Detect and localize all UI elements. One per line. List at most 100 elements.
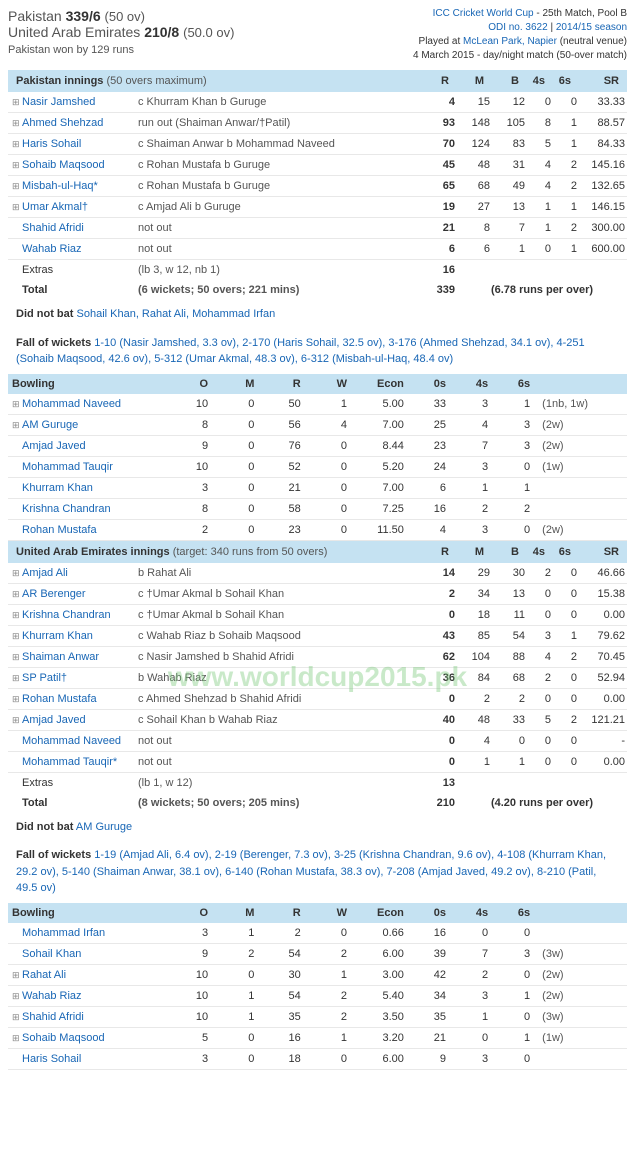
batsman-name[interactable]: Khurram Khan bbox=[22, 630, 93, 642]
expand-icon[interactable]: ⊞ bbox=[12, 97, 22, 108]
fours: 2 bbox=[527, 667, 553, 688]
expand-icon[interactable]: ⊞ bbox=[12, 652, 22, 663]
expand-icon[interactable]: ⊞ bbox=[12, 694, 22, 705]
fow1-text[interactable]: 1-10 (Nasir Jamshed, 3.3 ov), 2-170 (Har… bbox=[16, 337, 585, 366]
bowler-name[interactable]: Rohan Mustafa bbox=[22, 524, 97, 536]
batsman-name[interactable]: Amjad Ali bbox=[22, 567, 68, 579]
expand-icon[interactable]: ⊞ bbox=[12, 399, 22, 410]
maidens: 1 bbox=[210, 985, 256, 1006]
bowler-name[interactable]: AM Guruge bbox=[22, 419, 78, 431]
fours: 0 bbox=[527, 92, 553, 113]
bowler-name[interactable]: Rahat Ali bbox=[22, 969, 66, 981]
runs: 19 bbox=[422, 197, 457, 218]
dnb1-players[interactable]: Sohail Khan, Rahat Ali, Mohammad Irfan bbox=[77, 308, 276, 320]
runs: 56 bbox=[256, 414, 302, 435]
fours: 1 bbox=[448, 1006, 490, 1027]
bowler-name[interactable]: Krishna Chandran bbox=[22, 503, 111, 515]
strike-rate: 132.65 bbox=[579, 176, 627, 197]
fow2-text[interactable]: 1-19 (Amjad Ali, 6.4 ov), 2-19 (Berenger… bbox=[16, 849, 606, 894]
batsman-name[interactable]: AR Berenger bbox=[22, 588, 86, 600]
bowler-row: Khurram Khan302107.00611 bbox=[8, 477, 627, 498]
bowler-name[interactable]: Wahab Riaz bbox=[22, 990, 82, 1002]
sixes: 1 bbox=[553, 239, 579, 260]
batsman-name[interactable]: Wahab Riaz bbox=[22, 243, 82, 255]
expand-icon[interactable]: ⊞ bbox=[12, 1033, 22, 1044]
strike-rate: 121.21 bbox=[579, 709, 627, 730]
batsman-name[interactable]: Shahid Afridi bbox=[22, 222, 84, 234]
expand-icon[interactable]: ⊞ bbox=[12, 420, 22, 431]
mins: 148 bbox=[457, 113, 492, 134]
dots: 33 bbox=[406, 394, 448, 415]
hdr-4s: 4s bbox=[519, 75, 545, 87]
bowler-name[interactable]: Sohaib Maqsood bbox=[22, 1032, 105, 1044]
expand-icon[interactable]: ⊞ bbox=[12, 673, 22, 684]
overs: 9 bbox=[164, 943, 210, 964]
bowler-name[interactable]: Khurram Khan bbox=[22, 482, 93, 494]
bowler-name[interactable]: Shahid Afridi bbox=[22, 1011, 84, 1023]
bowler-name[interactable]: Mohammad Tauqir bbox=[22, 461, 113, 473]
batsman-name[interactable]: Ahmed Shehzad bbox=[22, 117, 103, 129]
bowling1-table: Bowling O M R W Econ 0s 4s 6s ⊞Mohammad … bbox=[8, 374, 627, 541]
expand-icon[interactable]: ⊞ bbox=[12, 568, 22, 579]
fours: 1 bbox=[448, 477, 490, 498]
expand-icon[interactable]: ⊞ bbox=[12, 181, 22, 192]
economy: 11.50 bbox=[349, 519, 406, 540]
runs: 0 bbox=[422, 751, 457, 772]
bowler-name[interactable]: Haris Sohail bbox=[22, 1053, 81, 1065]
expand-icon[interactable]: ⊞ bbox=[12, 715, 22, 726]
expand-icon[interactable]: ⊞ bbox=[12, 970, 22, 981]
sixes: 0 bbox=[490, 519, 532, 540]
overs: 10 bbox=[164, 1006, 210, 1027]
sixes: 3 bbox=[490, 943, 532, 964]
fours: 7 bbox=[448, 435, 490, 456]
tournament-link[interactable]: ICC Cricket World Cup bbox=[433, 8, 534, 19]
expand-icon[interactable]: ⊞ bbox=[12, 1012, 22, 1023]
batsman-row: Mohammad Naveednot out04000- bbox=[8, 730, 627, 751]
balls: 13 bbox=[492, 583, 527, 604]
sixes: 0 bbox=[553, 583, 579, 604]
odi-link[interactable]: ODI no. 3622 bbox=[488, 22, 547, 33]
dnb2-players[interactable]: AM Guruge bbox=[76, 821, 132, 833]
expand-icon[interactable]: ⊞ bbox=[12, 118, 22, 129]
bowler-name[interactable]: Amjad Javed bbox=[22, 440, 86, 452]
batsman-name[interactable]: Misbah-ul-Haq* bbox=[22, 180, 98, 192]
sixes: 0 bbox=[553, 563, 579, 584]
batsman-name[interactable]: Mohammad Naveed bbox=[22, 735, 121, 747]
expand-icon[interactable]: ⊞ bbox=[12, 631, 22, 642]
bowler-name[interactable]: Mohammad Irfan bbox=[22, 927, 105, 939]
batsman-name[interactable]: Umar Akmal† bbox=[22, 201, 88, 213]
bowler-name[interactable]: Sohail Khan bbox=[22, 948, 81, 960]
runs: 35 bbox=[256, 1006, 302, 1027]
batsman-name[interactable]: Shaiman Anwar bbox=[22, 651, 99, 663]
batsman-name[interactable]: Haris Sohail bbox=[22, 138, 81, 150]
batsman-name[interactable]: Mohammad Tauqir* bbox=[22, 756, 117, 768]
runs: 0 bbox=[422, 730, 457, 751]
total-detail: (8 wickets; 50 overs; 205 mins) bbox=[136, 793, 422, 813]
batsman-name[interactable]: Sohaib Maqsood bbox=[22, 159, 105, 171]
expand-icon[interactable]: ⊞ bbox=[12, 589, 22, 600]
dots: 9 bbox=[406, 1048, 448, 1069]
bowler-name[interactable]: Mohammad Naveed bbox=[22, 398, 121, 410]
runs: 45 bbox=[422, 155, 457, 176]
batsman-name[interactable]: Rohan Mustafa bbox=[22, 693, 97, 705]
expand-icon[interactable]: ⊞ bbox=[12, 139, 22, 150]
batsman-name[interactable]: SP Patil† bbox=[22, 672, 67, 684]
venue-link[interactable]: McLean Park, Napier bbox=[463, 36, 557, 47]
overs: 2 bbox=[164, 519, 210, 540]
expand-icon[interactable]: ⊞ bbox=[12, 610, 22, 621]
batsman-name[interactable]: Nasir Jamshed bbox=[22, 96, 95, 108]
fours: 8 bbox=[527, 113, 553, 134]
bowler-row: Krishna Chandran805807.251622 bbox=[8, 498, 627, 519]
expand-icon[interactable]: ⊞ bbox=[12, 991, 22, 1002]
runs: 16 bbox=[256, 1027, 302, 1048]
bowler-row: ⊞Rahat Ali1003013.004220(2w) bbox=[8, 964, 627, 985]
season-link[interactable]: 2014/15 season bbox=[556, 22, 627, 33]
balls: 12 bbox=[492, 92, 527, 113]
batsman-name[interactable]: Krishna Chandran bbox=[22, 609, 111, 621]
expand-icon[interactable]: ⊞ bbox=[12, 160, 22, 171]
batsman-row: Wahab Riaznot out66101600.00 bbox=[8, 239, 627, 260]
bowl-extras: (1nb, 1w) bbox=[532, 394, 627, 415]
batsman-name[interactable]: Amjad Javed bbox=[22, 714, 86, 726]
hdr-4s: 4s bbox=[448, 374, 490, 394]
expand-icon[interactable]: ⊞ bbox=[12, 202, 22, 213]
